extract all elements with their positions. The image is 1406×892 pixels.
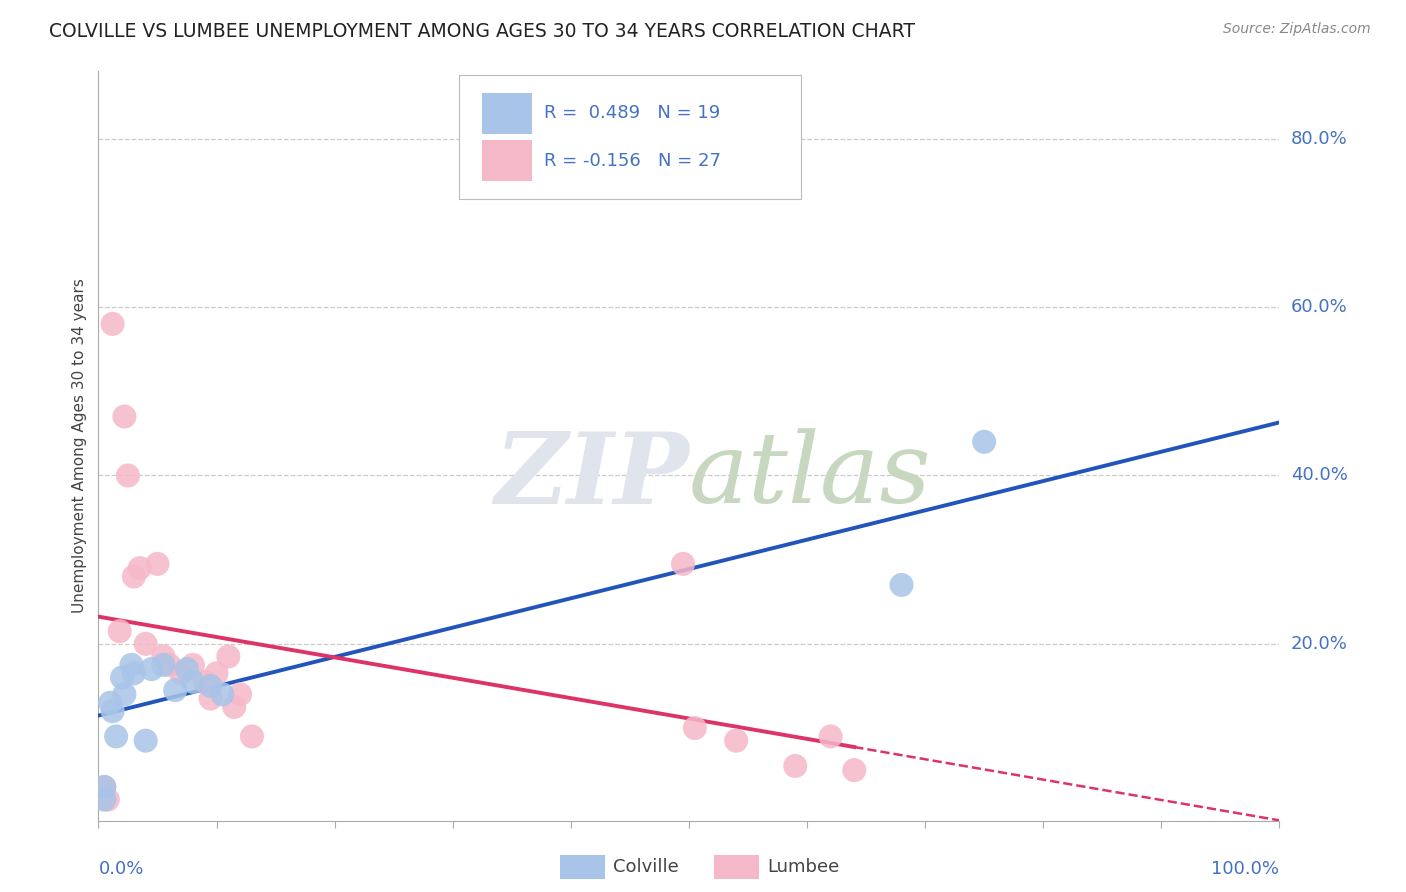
Point	[224, 700, 246, 714]
Text: Source: ZipAtlas.com: Source: ZipAtlas.com	[1223, 22, 1371, 37]
Point	[152, 657, 174, 672]
Point	[683, 721, 706, 735]
Point	[122, 569, 145, 583]
Text: 60.0%: 60.0%	[1291, 298, 1347, 316]
FancyBboxPatch shape	[482, 93, 531, 134]
Point	[672, 557, 695, 571]
Point	[181, 657, 204, 672]
Point	[844, 763, 866, 777]
Text: Lumbee: Lumbee	[768, 858, 839, 876]
Text: ZIP: ZIP	[494, 428, 689, 524]
Point	[200, 679, 222, 693]
Point	[117, 468, 139, 483]
Point	[181, 674, 204, 689]
Text: Colville: Colville	[613, 858, 679, 876]
Point	[112, 409, 135, 424]
Point	[105, 730, 128, 744]
Point	[240, 730, 263, 744]
Point	[98, 696, 121, 710]
Point	[890, 578, 912, 592]
Text: 80.0%: 80.0%	[1291, 129, 1347, 148]
FancyBboxPatch shape	[482, 140, 531, 181]
Point	[176, 662, 198, 676]
Point	[93, 780, 115, 794]
Text: 0.0%: 0.0%	[98, 860, 143, 878]
Point	[135, 637, 157, 651]
Point	[157, 657, 180, 672]
Point	[785, 759, 807, 773]
Point	[146, 557, 169, 571]
Point	[108, 624, 131, 639]
Point	[229, 687, 252, 701]
Point	[97, 792, 120, 806]
Text: 100.0%: 100.0%	[1212, 860, 1279, 878]
Point	[141, 662, 163, 676]
Point	[135, 733, 157, 747]
Point	[121, 657, 143, 672]
Point	[101, 704, 124, 718]
Point	[111, 671, 134, 685]
Point	[194, 674, 217, 689]
Y-axis label: Unemployment Among Ages 30 to 34 years: Unemployment Among Ages 30 to 34 years	[72, 278, 87, 614]
Point	[93, 780, 115, 794]
Text: COLVILLE VS LUMBEE UNEMPLOYMENT AMONG AGES 30 TO 34 YEARS CORRELATION CHART: COLVILLE VS LUMBEE UNEMPLOYMENT AMONG AG…	[49, 22, 915, 41]
Point	[200, 691, 222, 706]
Point	[112, 687, 135, 701]
Point	[101, 317, 124, 331]
Point	[152, 649, 174, 664]
Point	[170, 666, 193, 681]
Point	[122, 666, 145, 681]
Text: atlas: atlas	[689, 428, 932, 524]
Point	[217, 649, 239, 664]
Point	[973, 434, 995, 449]
Point	[93, 792, 115, 806]
Point	[725, 733, 748, 747]
Point	[165, 683, 187, 698]
Point	[820, 730, 842, 744]
Text: 40.0%: 40.0%	[1291, 467, 1347, 484]
Text: R = -0.156   N = 27: R = -0.156 N = 27	[544, 152, 721, 169]
Text: 20.0%: 20.0%	[1291, 635, 1347, 653]
Point	[205, 666, 228, 681]
Point	[128, 561, 150, 575]
FancyBboxPatch shape	[458, 75, 801, 199]
Text: R =  0.489   N = 19: R = 0.489 N = 19	[544, 104, 720, 122]
Point	[211, 687, 233, 701]
